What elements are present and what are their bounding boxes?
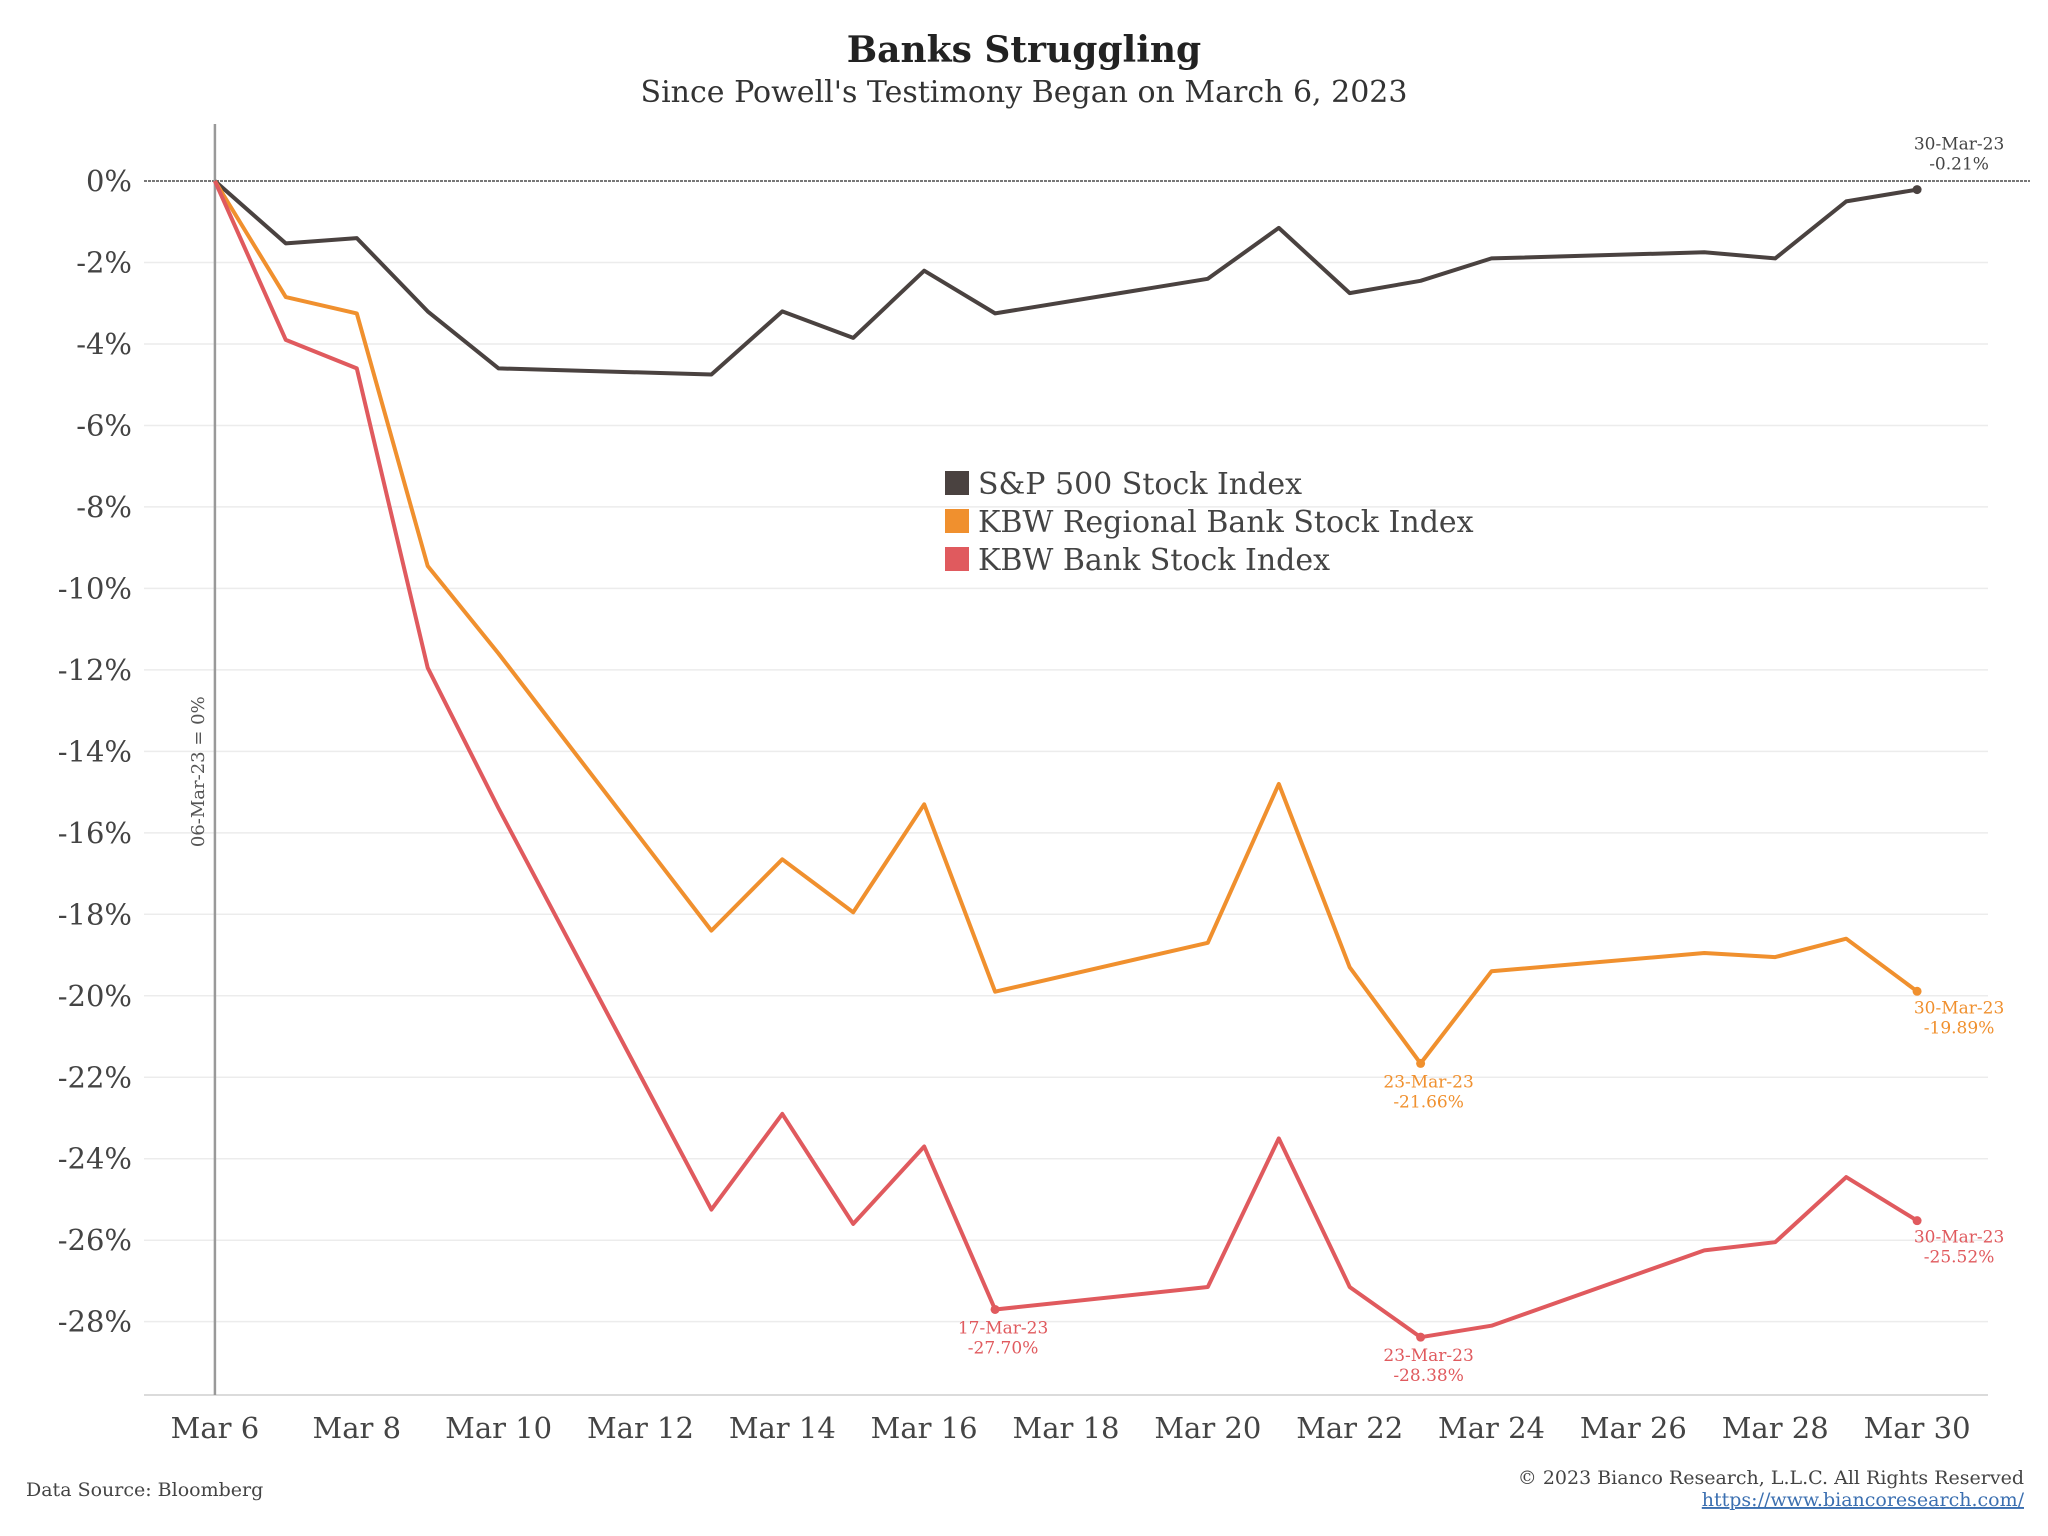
annotation-label: -21.66% [1393, 1092, 1464, 1112]
annotation-label: -28.38% [1393, 1366, 1464, 1386]
annotation-marker [1912, 185, 1922, 195]
legend-swatch [945, 547, 969, 571]
annotation-label: 30-Mar-23 [1914, 135, 2004, 155]
x-tick-label: Mar 28 [1722, 1411, 1829, 1445]
x-tick-label: Mar 8 [313, 1411, 402, 1445]
annotation-label: 23-Mar-23 [1383, 1346, 1473, 1366]
y-tick-label: -16% [58, 816, 132, 850]
x-tick-label: Mar 30 [1864, 1411, 1971, 1445]
data-source: Data Source: Bloomberg [26, 1479, 263, 1501]
y-tick-label: -14% [58, 734, 132, 768]
x-tick-label: Mar 22 [1296, 1411, 1403, 1445]
annotation-label: 17-Mar-23 [958, 1318, 1048, 1338]
y-tick-label: -22% [58, 1060, 132, 1094]
x-tick-label: Mar 16 [871, 1411, 978, 1445]
x-tick-label: Mar 6 [171, 1411, 260, 1445]
annotation-marker [1912, 1216, 1922, 1226]
series-line-3 [213, 180, 1919, 1340]
x-tick-label: Mar 12 [587, 1411, 694, 1445]
y-tick-label: 0% [86, 164, 132, 198]
legend-label: S&P 500 Stock Index [978, 467, 1302, 502]
annotation-label: -25.52% [1924, 1248, 1995, 1268]
y-tick-label: -2% [76, 246, 132, 280]
x-axis-ticks: Mar 6 Mar 8 Mar 10 Mar 12 Mar 14 Mar 16 Mar 18… [171, 1411, 1971, 1445]
y-axis-ticks: 0% -2% -4% -6% -8% -10% -12% -14% -16% -18% -20% -2… [58, 164, 132, 1339]
chart-subtitle: Since Powell's Testimony Began on March … [641, 75, 1408, 110]
x-tick-label: Mar 18 [1013, 1411, 1120, 1445]
annotation-marker [1416, 1058, 1426, 1068]
y-tick-label: -18% [58, 897, 132, 931]
y-tick-label: -20% [58, 979, 132, 1013]
annotation-label: -0.21% [1929, 155, 1989, 175]
annotation-label: 30-Mar-23 [1914, 1228, 2004, 1248]
y-tick-label: -8% [76, 490, 132, 524]
annotation-marker [990, 1304, 1000, 1314]
series-line-2 [213, 179, 1919, 1066]
x-tick-label: Mar 10 [445, 1411, 552, 1445]
annotation-marker [1912, 986, 1922, 996]
annotation-marker [1416, 1332, 1426, 1342]
x-tick-label: Mar 26 [1580, 1411, 1687, 1445]
chart-title: Banks Struggling [847, 29, 1201, 71]
y-tick-label: -26% [58, 1223, 132, 1257]
annotation-label: 30-Mar-23 [1914, 998, 2004, 1018]
y-tick-label: -6% [76, 408, 132, 442]
annotation-label: -27.70% [968, 1338, 1039, 1358]
legend-swatch [945, 509, 969, 533]
copyright: © 2023 Bianco Research, L.L.C. All Right… [1518, 1467, 2024, 1489]
series-line-1 [213, 179, 1918, 377]
x-tick-label: Mar 14 [729, 1411, 836, 1445]
annotation-label: 23-Mar-23 [1383, 1072, 1473, 1092]
y-tick-label: -10% [58, 571, 132, 605]
annotation-label: -19.89% [1924, 1018, 1995, 1038]
y-tick-label: -24% [58, 1142, 132, 1176]
y-tick-label: -4% [76, 327, 132, 361]
y-tick-label: -12% [58, 653, 132, 687]
x-tick-label: Mar 20 [1154, 1411, 1261, 1445]
x-tick-label: Mar 24 [1438, 1411, 1545, 1445]
legend-swatch [945, 471, 969, 495]
legend-label: KBW Bank Stock Index [978, 543, 1330, 578]
baseline-label: 06-Mar-23 = 0% [188, 696, 209, 847]
series-lines [213, 179, 1919, 1340]
website-link[interactable]: https://www.biancoresearch.com/ [1702, 1489, 2025, 1511]
annotations: 30-Mar-23-0.21%23-Mar-23-21.66%30-Mar-23… [958, 135, 2004, 1387]
y-tick-label: -28% [58, 1305, 132, 1339]
gridlines [144, 261, 1988, 1323]
legend-label: KBW Regional Bank Stock Index [978, 505, 1474, 540]
